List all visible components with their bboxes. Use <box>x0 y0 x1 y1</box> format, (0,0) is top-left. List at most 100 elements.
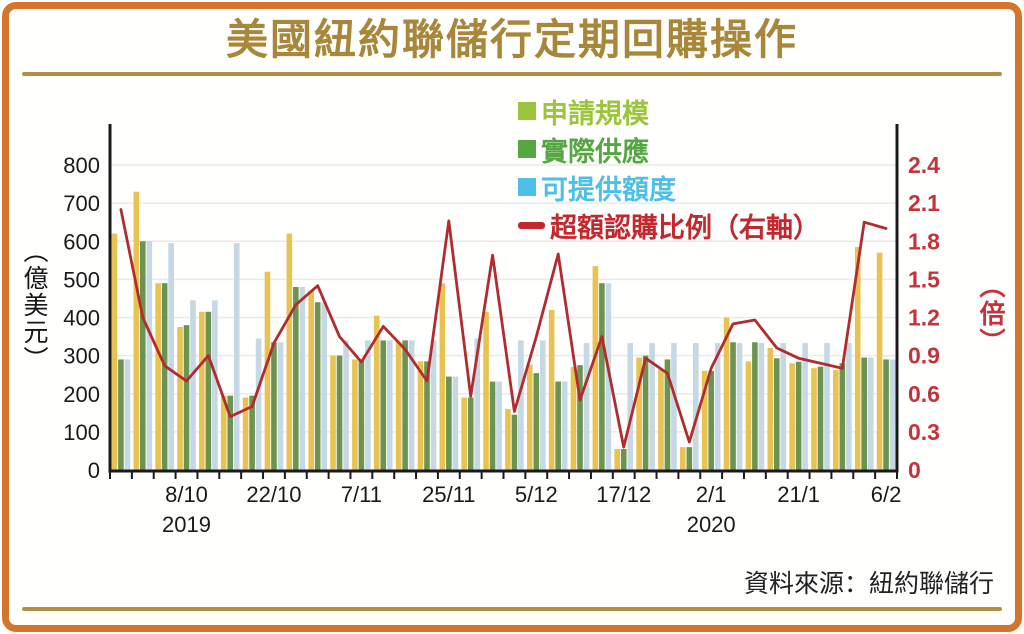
bar-supplied <box>139 241 146 470</box>
bar-offered <box>824 343 830 470</box>
right-axis-title: （倍） <box>976 272 1006 356</box>
bar-offered <box>693 343 699 470</box>
y-tick-label-right: 2.4 <box>908 152 940 178</box>
bar-applied <box>242 397 249 470</box>
bar-offered <box>758 343 765 470</box>
bar-offered <box>539 340 546 471</box>
bar-offered <box>474 338 481 470</box>
legend-label: 超額認購比例（右軸） <box>550 212 820 243</box>
x-axis-label: 7/11 <box>341 482 382 507</box>
bar-applied <box>264 271 271 470</box>
bar-applied <box>373 315 380 470</box>
bar-offered <box>190 300 196 470</box>
legend-label: 可提供額度 <box>541 174 676 205</box>
bar-supplied <box>883 359 889 470</box>
y-tick-label-right: 0 <box>908 457 921 483</box>
bar-offered <box>430 340 437 471</box>
bar-offered <box>124 359 131 470</box>
bar-applied <box>483 311 489 470</box>
bar-supplied <box>664 359 671 470</box>
y-tick-label-left: 800 <box>63 153 100 178</box>
bar-applied <box>876 252 883 470</box>
chart-title: 美國紐約聯儲行定期回購操作 <box>225 16 798 63</box>
bar-offered <box>452 376 459 470</box>
bar-applied <box>789 363 795 470</box>
bar-offered <box>255 338 262 470</box>
bar-applied <box>155 283 161 470</box>
bar-applied <box>286 233 293 471</box>
bar-applied <box>199 311 205 470</box>
y-tick-label-right: 0.9 <box>908 343 940 369</box>
bar-offered <box>168 243 174 470</box>
legend-item-offered: 可提供額度 <box>518 168 820 206</box>
bar-offered <box>365 340 371 471</box>
bar-applied <box>811 368 817 470</box>
x-axis-label: 6/2 <box>871 482 902 507</box>
title-underline <box>22 72 1002 76</box>
supplied-swatch-icon <box>518 140 536 158</box>
bar-supplied <box>446 376 452 470</box>
bar-supplied <box>555 381 561 470</box>
bar-supplied <box>424 361 430 470</box>
bar-supplied <box>118 359 124 470</box>
legend-label: 實際供應 <box>541 136 649 167</box>
x-axis-label: 8/10 <box>165 482 208 507</box>
y-tick-label-right: 1.5 <box>908 266 940 292</box>
bar-supplied <box>183 325 190 471</box>
bar-supplied <box>227 395 234 470</box>
y-tick-label-left: 600 <box>63 229 100 254</box>
bar-applied <box>526 364 533 470</box>
bar-supplied <box>839 363 846 470</box>
x-axis-label: 2/1 <box>696 482 727 507</box>
bar-applied <box>220 395 227 470</box>
bar-applied <box>745 361 752 470</box>
y-tick-label-right: 1.8 <box>908 228 940 254</box>
bar-supplied <box>795 361 802 471</box>
bar-offered <box>386 340 393 471</box>
y-tick-label-left: 100 <box>63 420 100 445</box>
y-tick-label-left: 300 <box>63 344 100 369</box>
applied-swatch-icon <box>518 102 536 120</box>
bar-supplied <box>752 342 758 470</box>
bar-applied <box>592 266 599 470</box>
bar-offered <box>146 241 153 470</box>
year-label: 2020 <box>687 512 736 537</box>
bar-applied <box>133 191 140 470</box>
bar-supplied <box>380 340 387 471</box>
legend: 申請規模 實際供應 可提供額度 超額認購比例（右軸） <box>518 92 820 244</box>
bar-supplied <box>620 449 627 470</box>
bar-supplied <box>773 358 780 470</box>
bar-supplied <box>730 342 736 470</box>
repo-operations-chart: 0 100 200 300 400 500 600 700 800 0 0.3 0.6 0.9 1.2 1.… <box>63 124 940 537</box>
bottom-rule <box>22 607 1002 611</box>
bar-offered <box>343 340 349 471</box>
bar-applied <box>461 397 468 470</box>
bar-supplied <box>314 302 321 470</box>
ratio-line <box>119 208 888 449</box>
source-label: 資料來源：紐約聯儲行 <box>743 570 994 598</box>
bar-offered <box>649 343 655 470</box>
bar-supplied <box>249 395 255 470</box>
y-tick-label-left: 500 <box>63 267 100 292</box>
bar-supplied <box>205 311 212 470</box>
bar-offered <box>802 343 808 470</box>
bar-supplied <box>577 365 583 470</box>
bar-offered <box>780 343 787 470</box>
ratio-line-swatch-icon <box>518 221 545 229</box>
bar-supplied <box>686 447 693 471</box>
bar-applied <box>111 233 118 471</box>
y-tick-label-left: 200 <box>63 382 100 407</box>
bar-applied <box>308 290 314 470</box>
y-tick-label-left: 700 <box>63 191 100 216</box>
bar-offered <box>846 343 852 470</box>
bar-supplied <box>467 397 474 470</box>
bar-applied <box>767 348 774 470</box>
bar-supplied <box>642 355 649 471</box>
y-tick-label-right: 0.3 <box>908 419 940 445</box>
x-axis-label: 25/11 <box>422 482 475 507</box>
bar-applied <box>330 355 336 471</box>
bar-offered <box>212 300 218 470</box>
y-tick-label-right: 1.2 <box>908 305 940 331</box>
bar-supplied <box>511 414 518 470</box>
bar-offered <box>299 287 306 470</box>
